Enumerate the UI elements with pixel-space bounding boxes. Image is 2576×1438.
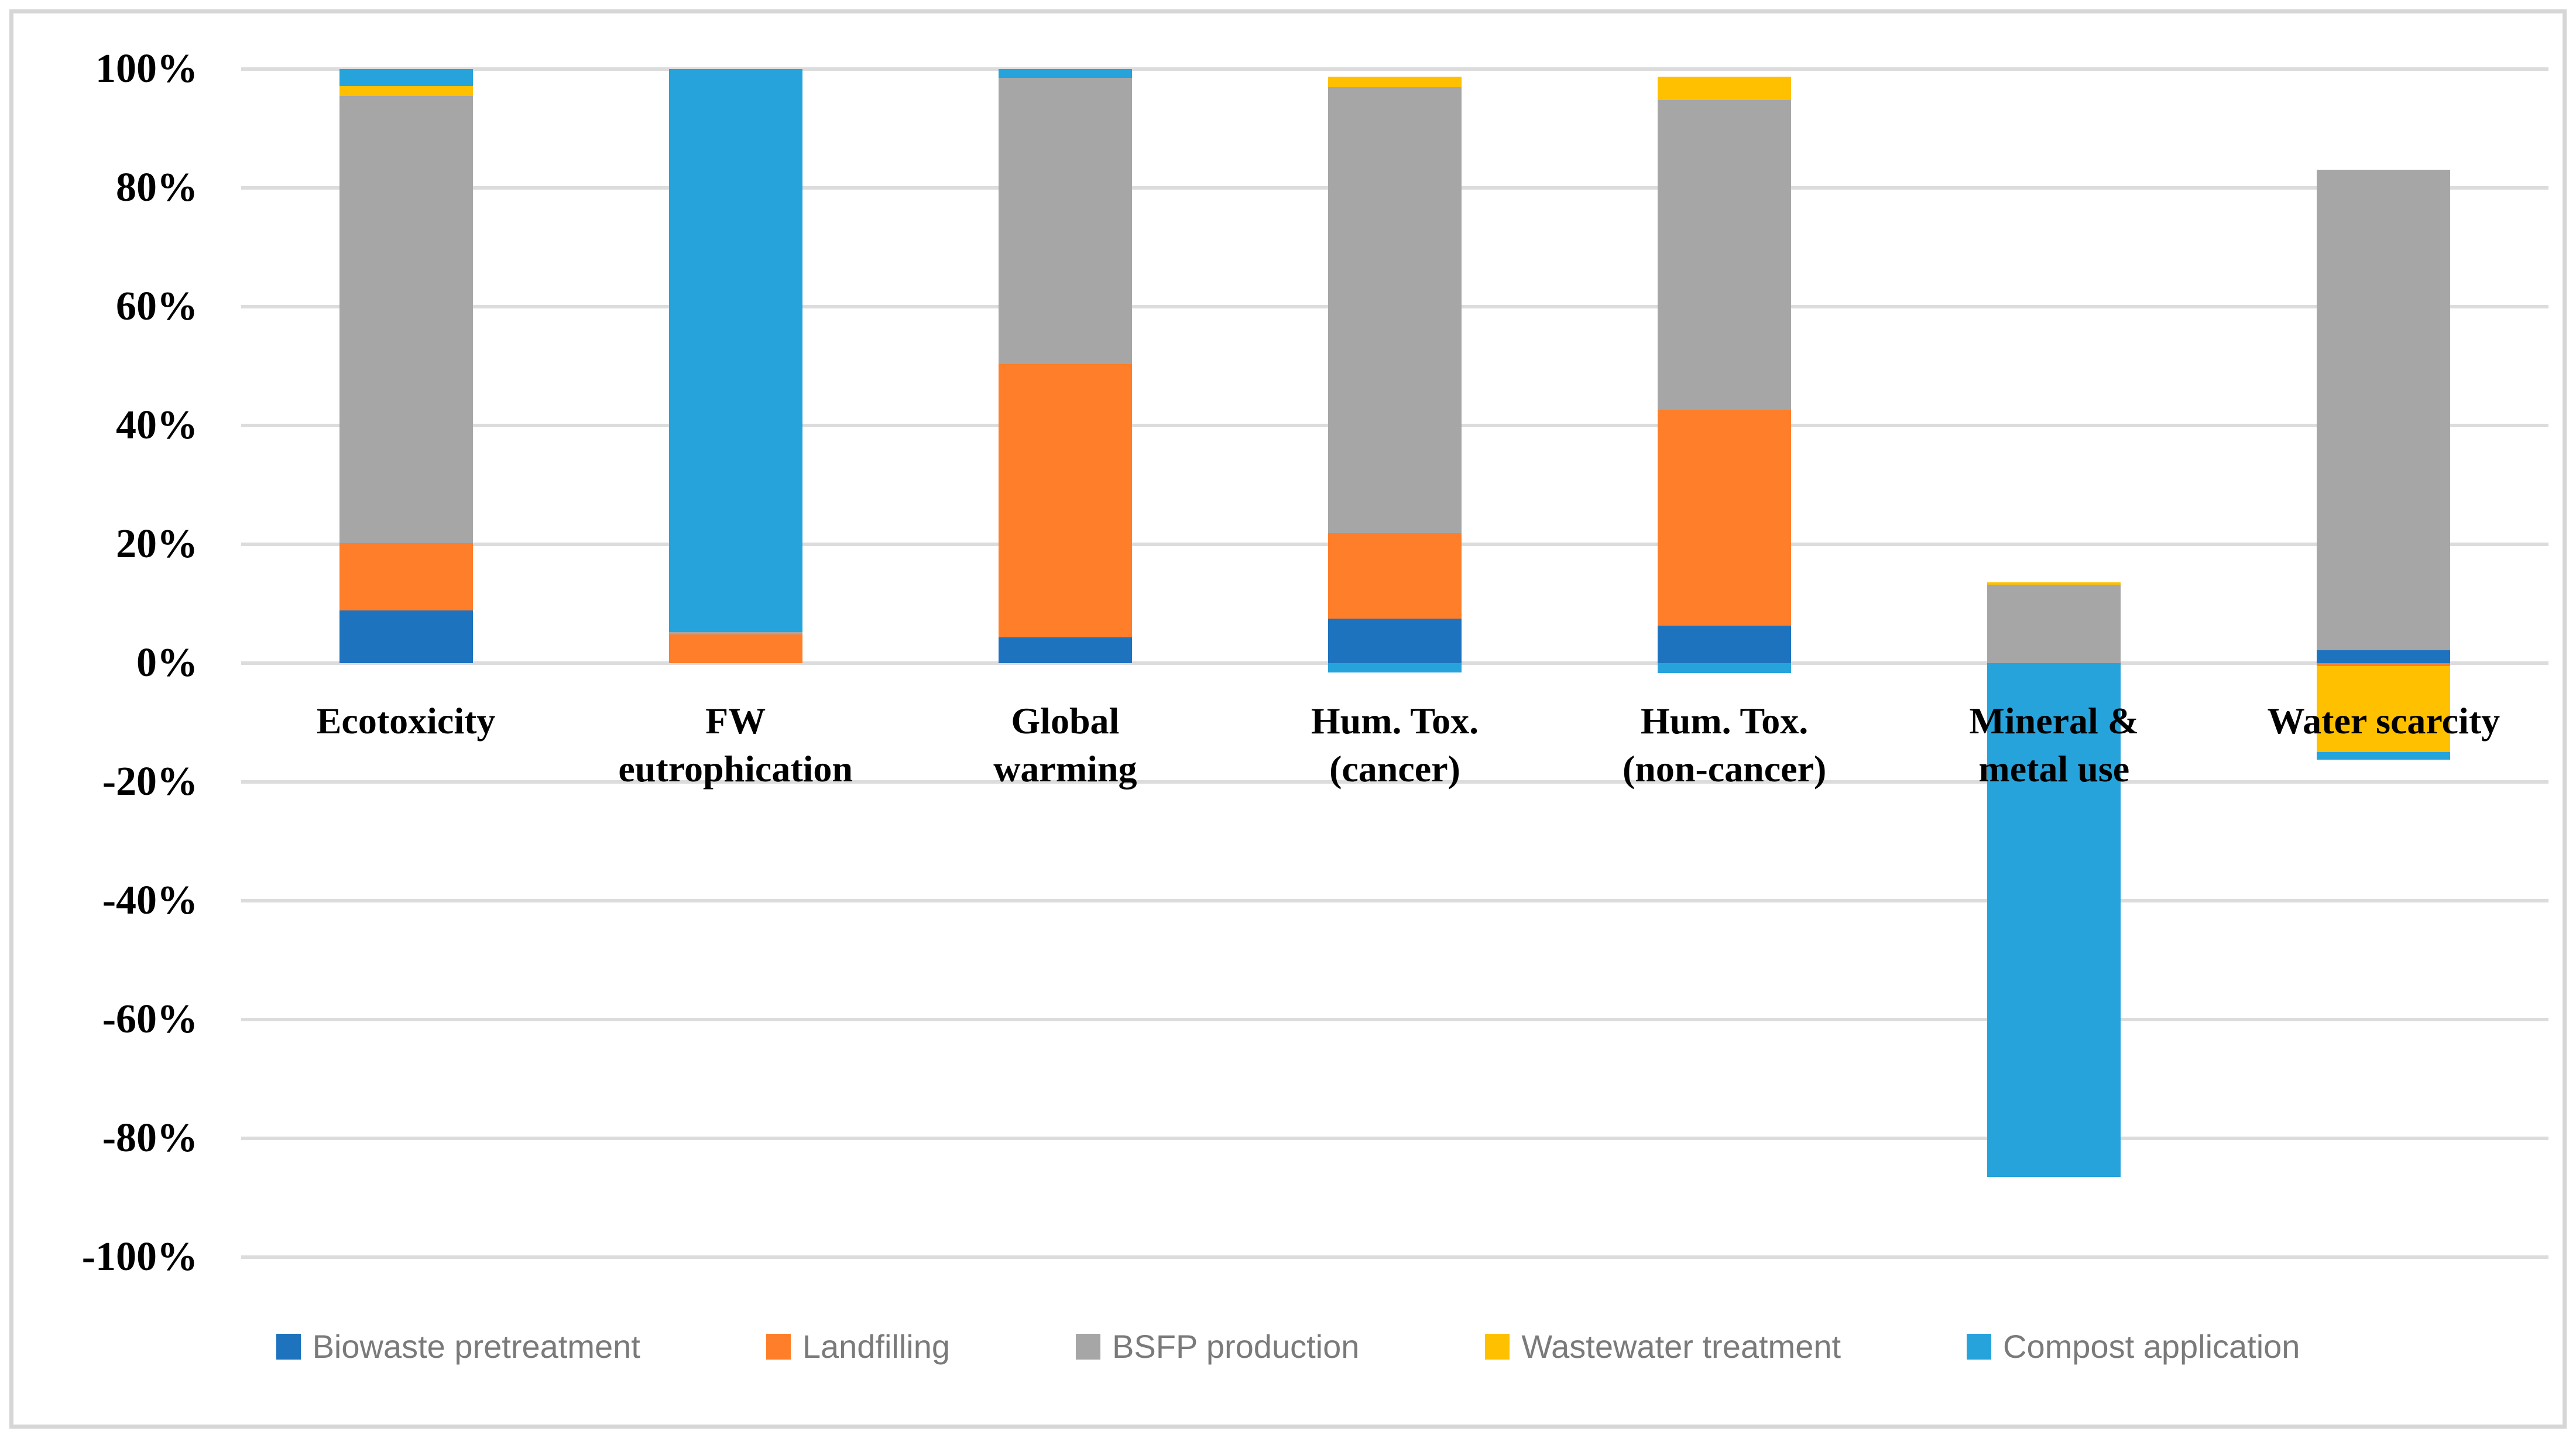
legend-swatch [1076,1333,1101,1360]
bar-segment-bsfp-production [668,632,802,635]
gridline [241,1018,2548,1021]
bar-segment-compost-application [1987,663,2121,1177]
bar-segment-landfilling [2317,663,2451,667]
bar-segment-wastewater-treatment [2317,666,2451,753]
bar-segment-wastewater-treatment [1328,77,1462,88]
y-axis-tick-label: 80% [116,165,198,210]
y-axis-tick-label: -80% [102,1116,198,1161]
category-label: Hum. Tox. (non-cancer) [1622,700,1827,790]
legend-item: BSFP production [1076,1327,1359,1365]
bar-segment-bsfp-production [1987,585,2121,663]
bar-segment-landfilling [1328,533,1462,619]
gridline [241,780,2548,784]
bar-segment-bsfp-production [1328,87,1462,533]
bar-segment-landfilling [339,543,473,610]
bar-segment-biowaste-pretreatment [1658,626,1792,663]
bar-segment-wastewater-treatment [1987,582,2121,585]
bar-segment-bsfp-production [1658,99,1792,410]
bar-segment-bsfp-production [339,95,473,543]
legend: Biowaste pretreatment Landfilling BSFP pro… [0,1327,2576,1365]
y-axis-tick-label: 100% [95,46,198,91]
bar-segment-bsfp-production [2317,169,2451,650]
legend-label: Compost application [2003,1328,2300,1365]
category-label: Global warming [993,700,1137,790]
bar-segment-compost-application [998,69,1132,78]
legend-swatch [766,1333,791,1360]
y-axis-tick-label: -20% [102,759,198,804]
bar-segment-biowaste-pretreatment [339,610,473,663]
category-label: Water scarcity [2267,700,2500,742]
legend-swatch [276,1333,301,1360]
bar-segment-bsfp-production [998,78,1132,365]
bar-segment-compost-application [668,69,802,633]
bar-segment-wastewater-treatment [1658,77,1792,100]
bar-segment-compost-application [339,69,473,87]
gridline [241,1255,2548,1259]
y-axis-tick-label: -60% [102,997,198,1042]
legend-label: BSFP production [1112,1328,1360,1365]
legend-item: Wastewater treatment [1485,1327,1841,1365]
legend-swatch [1485,1333,1510,1360]
y-axis-tick-label: 60% [116,284,198,329]
legend-item: Biowaste pretreatment [276,1327,640,1365]
y-axis-tick-label: 20% [116,521,198,567]
y-axis-tick-label: -100% [81,1234,198,1279]
bar-segment-biowaste-pretreatment [2317,650,2451,663]
legend-item: Landfilling [766,1327,950,1365]
legend-label: Wastewater treatment [1521,1328,1841,1365]
category-label: Ecotoxicity [316,700,496,742]
y-axis-tick-label: 0% [136,640,198,685]
bar-segment-compost-application [1328,663,1462,673]
gridline [241,899,2548,902]
category-label: Hum. Tox. (cancer) [1311,700,1479,790]
bar-segment-biowaste-pretreatment [998,637,1132,663]
gridline [241,1137,2548,1140]
bar-segment-landfilling [668,634,802,663]
legend-label: Biowaste pretreatment [312,1328,640,1365]
legend-label: Landfilling [802,1328,951,1365]
bar-segment-biowaste-pretreatment [1328,618,1462,663]
bar-segment-landfilling [1658,409,1792,626]
y-axis-tick-label: -40% [102,878,198,923]
legend-item: Compost application [1967,1327,2300,1365]
bar-segment-landfilling [998,364,1132,638]
y-axis-tick-label: 40% [116,403,198,448]
gridline [241,67,2548,71]
bar-segment-compost-application [1658,663,1792,674]
bar-segment-compost-application [2317,752,2451,760]
category-label: Mineral & metal use [1969,700,2139,790]
category-label: FW eutrophication [618,700,853,790]
bar-segment-wastewater-treatment [339,86,473,96]
legend-swatch [1967,1333,1992,1360]
